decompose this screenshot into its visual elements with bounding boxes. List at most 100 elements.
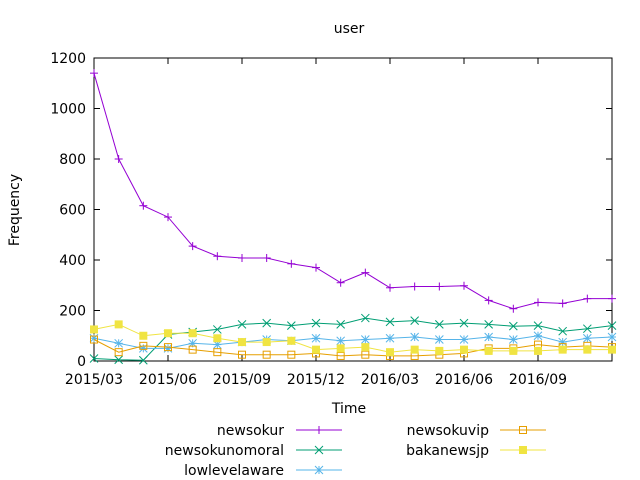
- data-point: [459, 335, 469, 344]
- data-point: [434, 335, 444, 344]
- data-point: [484, 332, 494, 342]
- legend-marker: [315, 426, 323, 434]
- y-axis-label: Frequency: [7, 174, 23, 246]
- legend-marker: [314, 465, 324, 475]
- y-tick-label: 400: [59, 253, 86, 269]
- data-point: [410, 282, 419, 291]
- data-point: [509, 304, 518, 313]
- legend-entry: lowlevelaware: [184, 463, 342, 479]
- legend-label: newsokuvip: [407, 423, 490, 439]
- data-point: [558, 299, 567, 308]
- series-newsokunomoral: [89, 313, 617, 365]
- data-point: [534, 346, 542, 355]
- x-tick-label: 2015/03: [65, 372, 123, 388]
- series-line: [93, 335, 613, 349]
- series-line: [93, 323, 612, 353]
- x-axis: 2015/03 2015/06 2015/09 2015/12 2016/03 2016/…: [65, 58, 567, 388]
- data-point: [188, 242, 197, 251]
- data-point: [386, 348, 394, 357]
- series-line: [93, 339, 613, 357]
- data-point: [114, 155, 123, 163]
- data-point: [163, 344, 173, 353]
- data-point: [114, 355, 124, 365]
- data-point: [558, 337, 568, 347]
- data-point: [138, 355, 148, 365]
- data-point: [238, 338, 246, 347]
- series-layer: [89, 69, 617, 365]
- x-axis-label: Time: [331, 401, 366, 417]
- data-point: [212, 325, 222, 334]
- data-point: [385, 333, 395, 343]
- data-point: [238, 350, 246, 359]
- data-point: [213, 252, 222, 261]
- data-point: [188, 345, 197, 354]
- legend: newsokur newsokunomoral lowlevelaware newso…: [165, 423, 546, 479]
- legend-label: newsokur: [217, 423, 284, 439]
- data-point: [484, 296, 493, 305]
- legend-label: bakanewsjp: [406, 443, 489, 459]
- data-point: [312, 263, 320, 272]
- series-newsokur: [90, 69, 616, 313]
- data-point: [238, 253, 246, 262]
- data-point: [484, 320, 494, 329]
- data-point: [385, 317, 395, 327]
- data-point: [558, 326, 568, 336]
- x-tick-label: 2015/12: [287, 372, 345, 388]
- x-tick-label: 2016/06: [435, 372, 493, 388]
- data-point: [410, 345, 419, 354]
- data-point: [534, 298, 542, 307]
- legend-marker: [314, 445, 324, 455]
- data-point: [287, 350, 296, 359]
- data-point: [262, 253, 271, 262]
- data-point: [484, 346, 493, 355]
- data-point: [361, 343, 370, 352]
- y-tick-label: 1200: [50, 51, 86, 67]
- data-point: [213, 348, 222, 357]
- data-point: [336, 278, 345, 287]
- data-point: [434, 320, 444, 329]
- data-point: [213, 334, 222, 343]
- legend-marker: [519, 426, 527, 434]
- data-point: [459, 318, 469, 328]
- data-point: [90, 69, 98, 78]
- data-point: [311, 318, 321, 328]
- data-point: [508, 321, 518, 331]
- data-point: [164, 213, 172, 222]
- data-point: [608, 294, 616, 303]
- y-axis: 0 200 400 600 800 1000 1200: [50, 51, 612, 370]
- data-point: [262, 338, 271, 347]
- legend-label: lowlevelaware: [184, 463, 284, 479]
- data-point: [460, 345, 468, 354]
- data-point: [583, 294, 592, 303]
- data-point: [533, 331, 543, 341]
- data-point: [90, 325, 98, 334]
- data-point: [435, 282, 444, 291]
- data-point: [582, 324, 592, 334]
- data-point: [607, 332, 617, 342]
- y-tick-label: 200: [59, 304, 86, 320]
- y-tick-label: 600: [59, 203, 86, 219]
- data-point: [114, 348, 123, 357]
- data-point: [508, 335, 518, 344]
- data-point: [336, 320, 346, 329]
- legend-entry: newsokunomoral: [165, 443, 342, 459]
- data-point: [509, 346, 518, 355]
- data-point: [114, 320, 123, 329]
- data-point: [262, 318, 272, 328]
- chart-title: user: [334, 21, 365, 37]
- y-tick-label: 0: [77, 354, 86, 370]
- data-point: [311, 333, 321, 343]
- legend-label: newsokunomoral: [165, 443, 284, 459]
- data-point: [287, 336, 296, 345]
- data-point: [533, 321, 543, 331]
- data-point: [410, 316, 420, 325]
- data-point: [114, 338, 124, 348]
- data-point: [435, 346, 444, 355]
- data-point: [237, 320, 247, 329]
- data-point: [188, 329, 197, 338]
- data-point: [607, 321, 617, 331]
- data-point: [164, 329, 172, 338]
- data-point: [361, 350, 370, 359]
- data-point: [386, 283, 394, 292]
